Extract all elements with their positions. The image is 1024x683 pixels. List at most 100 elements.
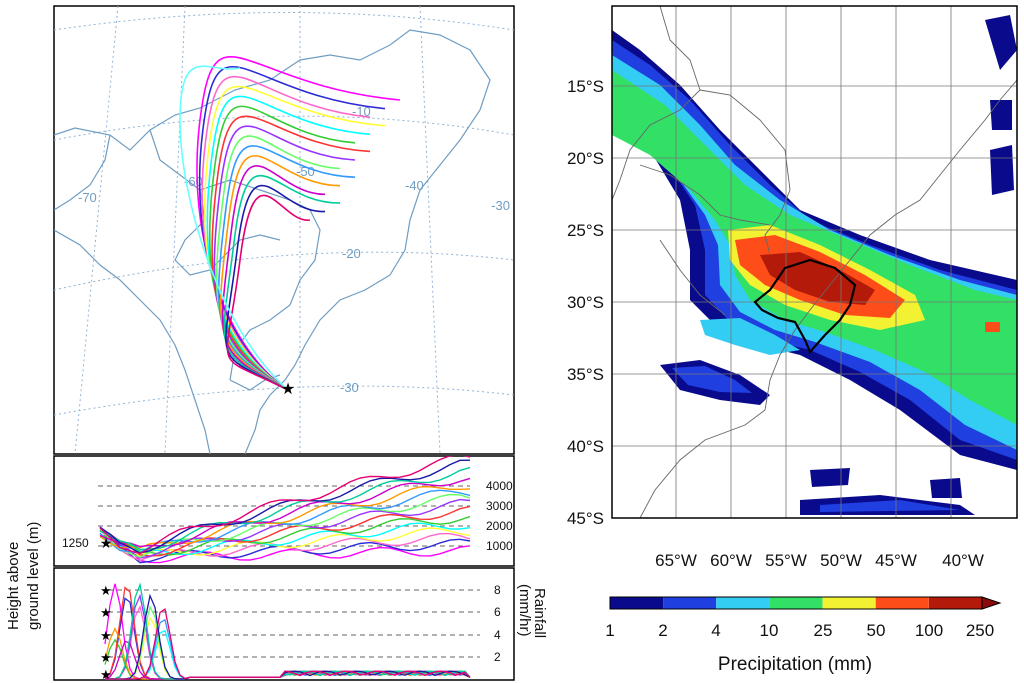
trajectory-line — [211, 115, 371, 391]
colorbar-cells — [610, 597, 982, 609]
precip-lon-label: 45°W — [875, 551, 917, 570]
precip-lon-labels: 65°W 60°W 55°W 50°W 45°W 40°W — [655, 551, 984, 570]
height-level-label: 3000 — [486, 499, 513, 513]
map-lat-label: -20 — [342, 246, 361, 261]
precip-lat-label: 30°S — [567, 293, 604, 312]
trajectory-line — [221, 164, 326, 391]
rain-star: ★ — [100, 605, 112, 620]
rain-star: ★ — [100, 628, 112, 643]
colorbar-tick: 4 — [711, 621, 720, 640]
height-trace — [99, 505, 471, 557]
trajectory-line — [206, 95, 371, 391]
map-graticule — [54, 6, 514, 454]
height-level-label: 4000 — [486, 479, 513, 493]
map-lon-label: -30 — [491, 198, 510, 213]
map-lat-label: -30 — [340, 380, 359, 395]
back-trajectories — [179, 56, 401, 391]
rain-axis-label-line2: (mm/hr) — [516, 584, 533, 637]
height-start-star: ★ — [100, 535, 113, 551]
trajectory-line — [209, 105, 356, 391]
origin-star: ★ — [281, 381, 295, 398]
height-trace — [99, 456, 471, 555]
map-coastlines — [54, 29, 491, 454]
precip-lat-labels: 15°S 20°S 25°S 30°S 35°S 40°S 45°S — [567, 77, 604, 528]
rain-star: ★ — [100, 650, 112, 665]
colorbar: 1 2 4 10 25 50 100 250 Precipitation (mm… — [605, 596, 1002, 675]
colorbar-cell — [928, 597, 982, 609]
map-frame — [53, 5, 515, 455]
rain-trace — [105, 608, 471, 680]
colorbar-cell — [875, 597, 929, 609]
colorbar-tick: 50 — [867, 621, 886, 640]
rain-level-label: 2 — [494, 650, 501, 664]
height-level-label: 1000 — [486, 539, 513, 553]
colorbar-cell — [610, 597, 664, 609]
rain-stars: ★ ★ ★ ★ ★ — [100, 583, 112, 682]
rain-traces — [104, 582, 471, 680]
height-axis-label: Height above ground level (m) — [5, 522, 42, 630]
height-trace — [99, 515, 471, 556]
precip-coastlines — [612, 6, 1017, 518]
colorbar-cell — [716, 597, 770, 609]
precip-lon-label: 60°W — [710, 551, 752, 570]
precip-lat-label: 20°S — [567, 149, 604, 168]
precip-shading — [612, 15, 1017, 515]
colorbar-tick: 25 — [814, 621, 833, 640]
precip-lon-label: 55°W — [765, 551, 807, 570]
precip-lat-label: 35°S — [567, 365, 604, 384]
colorbar-tick: 10 — [760, 621, 779, 640]
rain-level-label: 8 — [494, 583, 501, 597]
trajectory-line — [213, 125, 356, 391]
rain-axis-label-line1: Rainfall — [531, 588, 548, 638]
trajectory-line — [225, 184, 326, 391]
height-trace — [99, 466, 471, 551]
precip-lon-label: 50°W — [820, 551, 862, 570]
precip-gridlines — [612, 6, 1017, 518]
trajectory-line — [198, 66, 386, 391]
colorbar-cell — [822, 597, 876, 609]
trajectory-line — [217, 145, 356, 391]
colorbar-ticks: 1 2 4 10 25 50 100 250 — [605, 621, 994, 640]
height-traces — [99, 456, 471, 564]
height-start-label: 1250 — [62, 536, 89, 550]
precip-frame — [611, 5, 1018, 519]
rain-star: ★ — [100, 667, 112, 682]
rain-axis-label: Rainfall (mm/hr) — [516, 584, 548, 638]
trajectory-map-panel: -70 -60 -50 -40 -30 -10 -20 -30 ★ — [53, 5, 515, 455]
colorbar-extend-arrow — [981, 596, 1002, 610]
trajectory-line — [226, 194, 311, 391]
precip-lat-label: 15°S — [567, 77, 604, 96]
rio-grande-do-sul-outline — [753, 258, 857, 355]
height-trace — [99, 485, 471, 549]
height-panel: 4000 3000 2000 1000 1250 ★ — [53, 455, 515, 567]
trajectory-line — [220, 155, 341, 391]
precip-lat-label: 25°S — [567, 221, 604, 240]
precip-lat-label: 45°S — [567, 509, 604, 528]
map-lon-labels: -70 -60 -50 -40 -30 — [78, 164, 510, 213]
colorbar-tick: 1 — [605, 621, 614, 640]
colorbar-tick: 2 — [658, 621, 667, 640]
map-lon-label: -60 — [184, 174, 203, 189]
height-trace — [99, 527, 471, 557]
precipitation-map-panel: 15°S 20°S 25°S 30°S 35°S 40°S 45°S 65°W … — [567, 5, 1018, 570]
trajectory-line — [201, 75, 371, 391]
height-axis-label-line2: ground level (m) — [25, 522, 42, 630]
rain-level-label: 6 — [494, 605, 501, 619]
height-trace — [99, 528, 471, 564]
rain-frame — [53, 567, 515, 681]
rain-levels — [108, 589, 480, 658]
precip-lon-label: 40°W — [942, 551, 984, 570]
precip-lon-label: 65°W — [655, 551, 697, 570]
map-lon-label: -70 — [78, 190, 97, 205]
colorbar-label: Precipitation (mm) — [718, 654, 872, 675]
height-axis-label-line1: Height above — [5, 542, 22, 630]
trajectory-line — [203, 85, 386, 391]
trajectory-line — [215, 135, 341, 391]
map-lon-label: -50 — [296, 164, 315, 179]
rainfall-panel: 8 6 4 2 ★ ★ ★ ★ ★ — [53, 567, 515, 682]
colorbar-tick: 250 — [966, 621, 994, 640]
trajectory-line — [223, 174, 341, 391]
trajectory-line — [196, 56, 401, 391]
rain-level-label: 4 — [494, 628, 501, 642]
